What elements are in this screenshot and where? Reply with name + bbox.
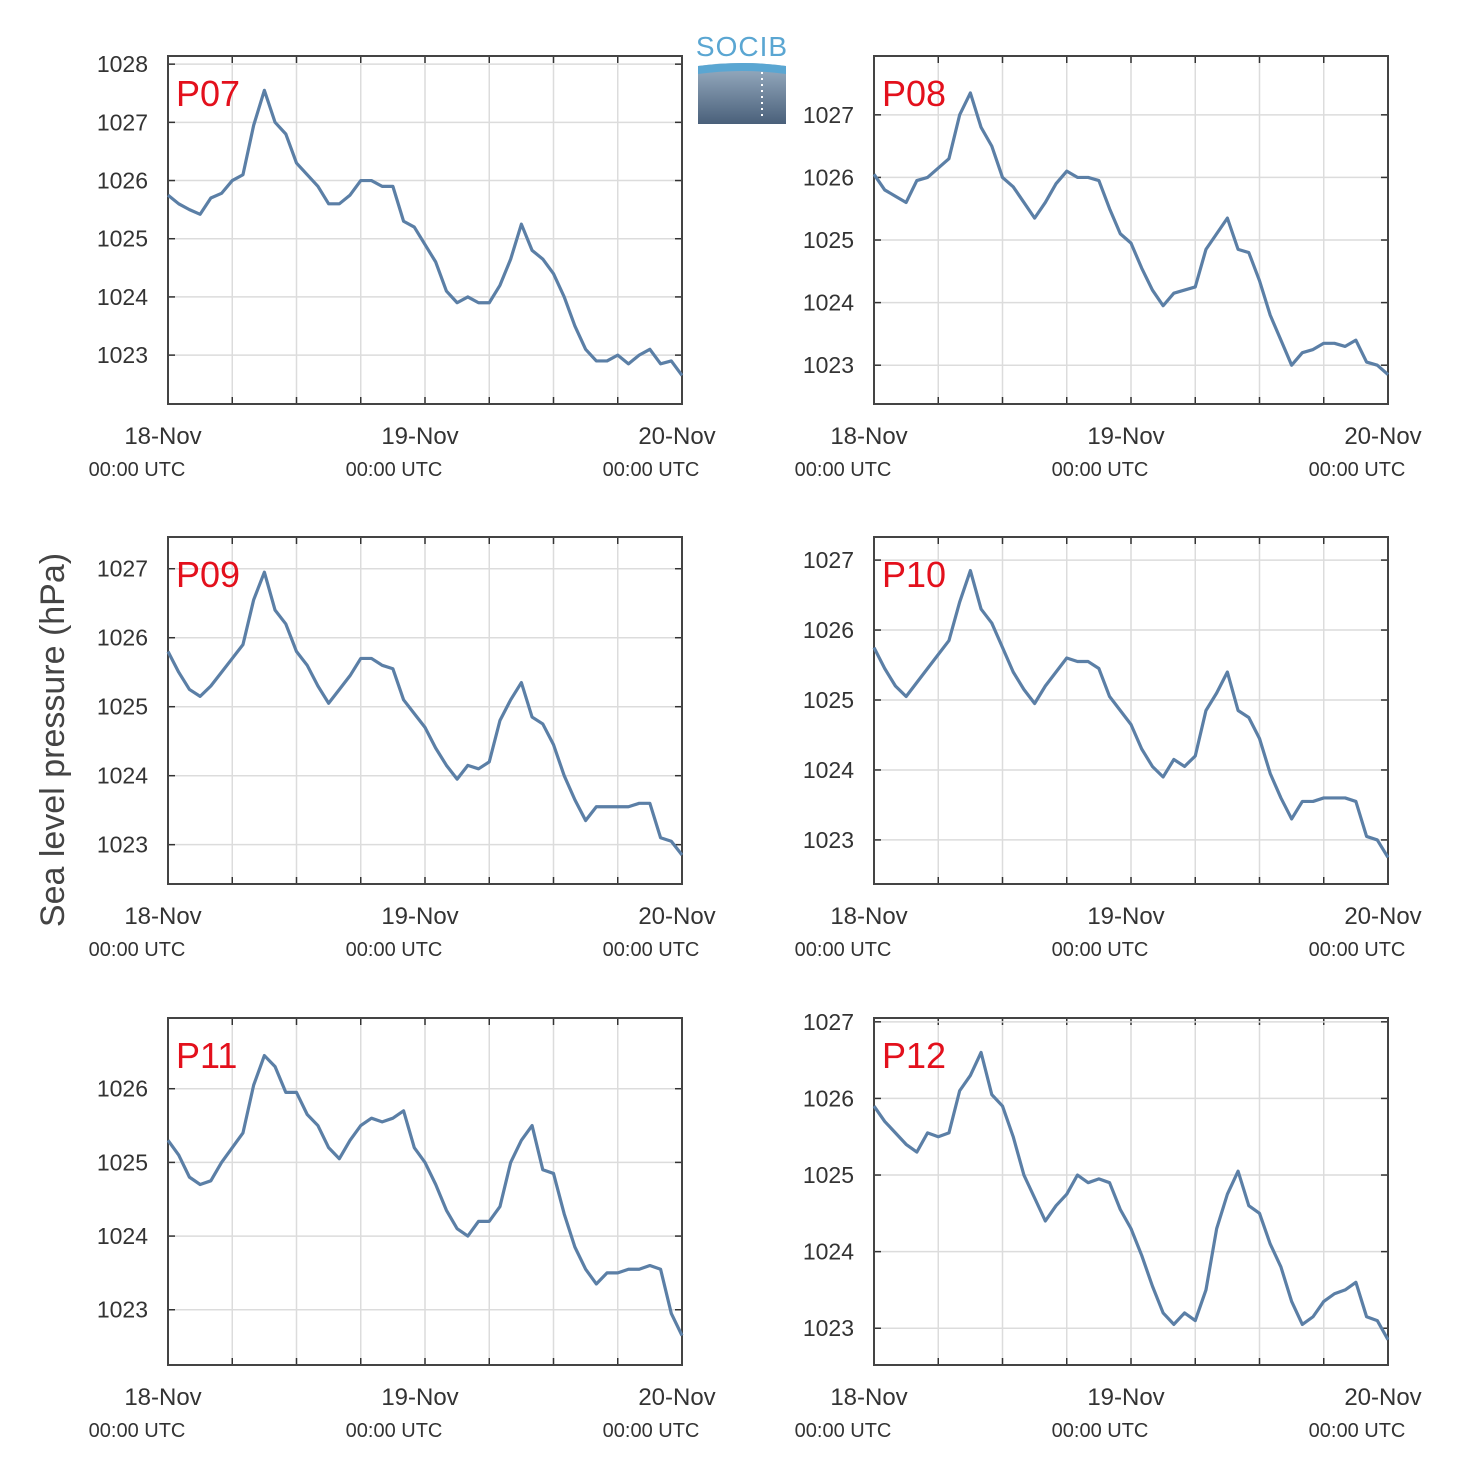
x-tick-sublabel: 00:00 UTC bbox=[603, 459, 700, 481]
x-tick-label: 19-Nov bbox=[1087, 903, 1164, 930]
data-line bbox=[872, 91, 1390, 376]
panel: 18-Nov 00:00 UTC 19-Nov 00:00 UTC 20-Nov 00:0… bbox=[89, 1017, 716, 1442]
y-tick-label: 1023 bbox=[97, 342, 148, 368]
y-tick-label: 1024 bbox=[97, 1223, 148, 1249]
x-tick-label: 19-Nov bbox=[1087, 1384, 1164, 1411]
y-tick-label: 1024 bbox=[803, 757, 854, 783]
x-tick-sublabel: 00:00 UTC bbox=[89, 1420, 186, 1442]
panel: 18-Nov 00:00 UTC 19-Nov 00:00 UTC 20-Nov 00:0… bbox=[795, 1009, 1422, 1442]
data-line bbox=[872, 1050, 1390, 1341]
y-tick-label: 1024 bbox=[803, 290, 854, 316]
panel: 18-Nov 00:00 UTC 19-Nov 00:00 UTC 20-Nov 00:0… bbox=[795, 55, 1422, 481]
y-tick-label: 1023 bbox=[803, 1315, 854, 1341]
plot-frame bbox=[873, 536, 1389, 885]
y-tick-label: 1024 bbox=[97, 763, 148, 789]
data-line bbox=[166, 1053, 684, 1337]
y-tick-label: 1026 bbox=[803, 617, 854, 643]
y-tick-label: 1027 bbox=[803, 1009, 854, 1035]
y-tick-label: 1024 bbox=[803, 1239, 854, 1265]
y-tick-label: 1025 bbox=[97, 226, 148, 252]
x-tick-label: 20-Nov bbox=[1344, 903, 1421, 930]
x-tick-label: 20-Nov bbox=[638, 903, 715, 930]
x-tick-sublabel: 00:00 UTC bbox=[795, 1420, 892, 1442]
x-tick-label: 20-Nov bbox=[1344, 1384, 1421, 1411]
logo-wave bbox=[698, 63, 786, 74]
x-tick-sublabel: 00:00 UTC bbox=[1052, 459, 1149, 481]
x-tick-label: 18-Nov bbox=[830, 423, 907, 450]
y-axis-label: Sea level pressure (hPa) bbox=[34, 553, 72, 927]
x-tick-sublabel: 00:00 UTC bbox=[795, 939, 892, 961]
x-tick-label: 19-Nov bbox=[381, 903, 458, 930]
x-tick-label: 19-Nov bbox=[381, 423, 458, 450]
data-line bbox=[166, 88, 684, 377]
logo-text: SOCIB bbox=[696, 31, 788, 62]
x-tick-sublabel: 00:00 UTC bbox=[346, 939, 443, 961]
x-tick-sublabel: 00:00 UTC bbox=[603, 1420, 700, 1442]
panel: 18-Nov 00:00 UTC 19-Nov 00:00 UTC 20-Nov 00:0… bbox=[795, 536, 1422, 961]
x-tick-sublabel: 00:00 UTC bbox=[1052, 939, 1149, 961]
y-tick-label: 1025 bbox=[97, 694, 148, 720]
plot-frame bbox=[167, 55, 683, 405]
x-tick-sublabel: 00:00 UTC bbox=[795, 459, 892, 481]
x-tick-label: 18-Nov bbox=[830, 903, 907, 930]
x-tick-label: 20-Nov bbox=[638, 1384, 715, 1411]
x-tick-label: 18-Nov bbox=[124, 903, 201, 930]
y-tick-label: 1028 bbox=[97, 51, 148, 77]
x-tick-sublabel: 00:00 UTC bbox=[1052, 1420, 1149, 1442]
y-tick-label: 1023 bbox=[803, 352, 854, 378]
y-tick-label: 1025 bbox=[803, 687, 854, 713]
logo-mark bbox=[698, 63, 786, 124]
x-tick-label: 20-Nov bbox=[1344, 423, 1421, 450]
x-tick-sublabel: 00:00 UTC bbox=[1309, 459, 1406, 481]
x-tick-sublabel: 00:00 UTC bbox=[1309, 1420, 1406, 1442]
plot-frame bbox=[873, 1017, 1389, 1366]
panel-title: P08 bbox=[882, 73, 946, 114]
y-tick-label: 1026 bbox=[97, 168, 148, 194]
x-tick-label: 19-Nov bbox=[381, 1384, 458, 1411]
y-tick-label: 1026 bbox=[97, 625, 148, 651]
panel: 18-Nov 00:00 UTC 19-Nov 00:00 UTC 20-Nov 00:0… bbox=[89, 536, 716, 961]
panel-title: P11 bbox=[176, 1035, 237, 1076]
x-tick-sublabel: 00:00 UTC bbox=[89, 459, 186, 481]
y-tick-label: 1026 bbox=[803, 1085, 854, 1111]
x-tick-sublabel: 00:00 UTC bbox=[89, 939, 186, 961]
x-tick-sublabel: 00:00 UTC bbox=[1309, 939, 1406, 961]
y-tick-label: 1026 bbox=[97, 1076, 148, 1102]
x-tick-sublabel: 00:00 UTC bbox=[346, 459, 443, 481]
plot-frame bbox=[167, 536, 683, 885]
y-tick-label: 1025 bbox=[803, 1162, 854, 1188]
plot-frame bbox=[873, 55, 1389, 405]
y-tick-label: 1025 bbox=[97, 1149, 148, 1175]
y-tick-label: 1025 bbox=[803, 227, 854, 253]
x-tick-label: 18-Nov bbox=[124, 423, 201, 450]
x-tick-label: 19-Nov bbox=[1087, 423, 1164, 450]
plot-frame bbox=[167, 1017, 683, 1366]
y-tick-label: 1023 bbox=[803, 827, 854, 853]
y-tick-label: 1023 bbox=[97, 1297, 148, 1323]
x-tick-sublabel: 00:00 UTC bbox=[346, 1420, 443, 1442]
x-tick-label: 20-Nov bbox=[638, 423, 715, 450]
data-line bbox=[872, 568, 1390, 859]
panel-title: P12 bbox=[882, 1035, 946, 1076]
data-line bbox=[166, 570, 684, 857]
y-tick-label: 1024 bbox=[97, 284, 148, 310]
x-tick-label: 18-Nov bbox=[124, 1384, 201, 1411]
y-tick-label: 1027 bbox=[97, 109, 148, 135]
panel: 18-Nov 00:00 UTC 19-Nov 00:00 UTC 20-Nov 00:0… bbox=[89, 51, 716, 481]
x-tick-sublabel: 00:00 UTC bbox=[603, 939, 700, 961]
panel-title: P07 bbox=[176, 73, 240, 114]
y-tick-label: 1023 bbox=[97, 832, 148, 858]
panel-title: P10 bbox=[882, 554, 946, 595]
y-tick-label: 1027 bbox=[803, 547, 854, 573]
panel-title: P09 bbox=[176, 554, 240, 595]
y-tick-label: 1027 bbox=[97, 556, 148, 582]
y-tick-label: 1027 bbox=[803, 102, 854, 128]
x-tick-label: 18-Nov bbox=[830, 1384, 907, 1411]
y-tick-label: 1026 bbox=[803, 164, 854, 190]
